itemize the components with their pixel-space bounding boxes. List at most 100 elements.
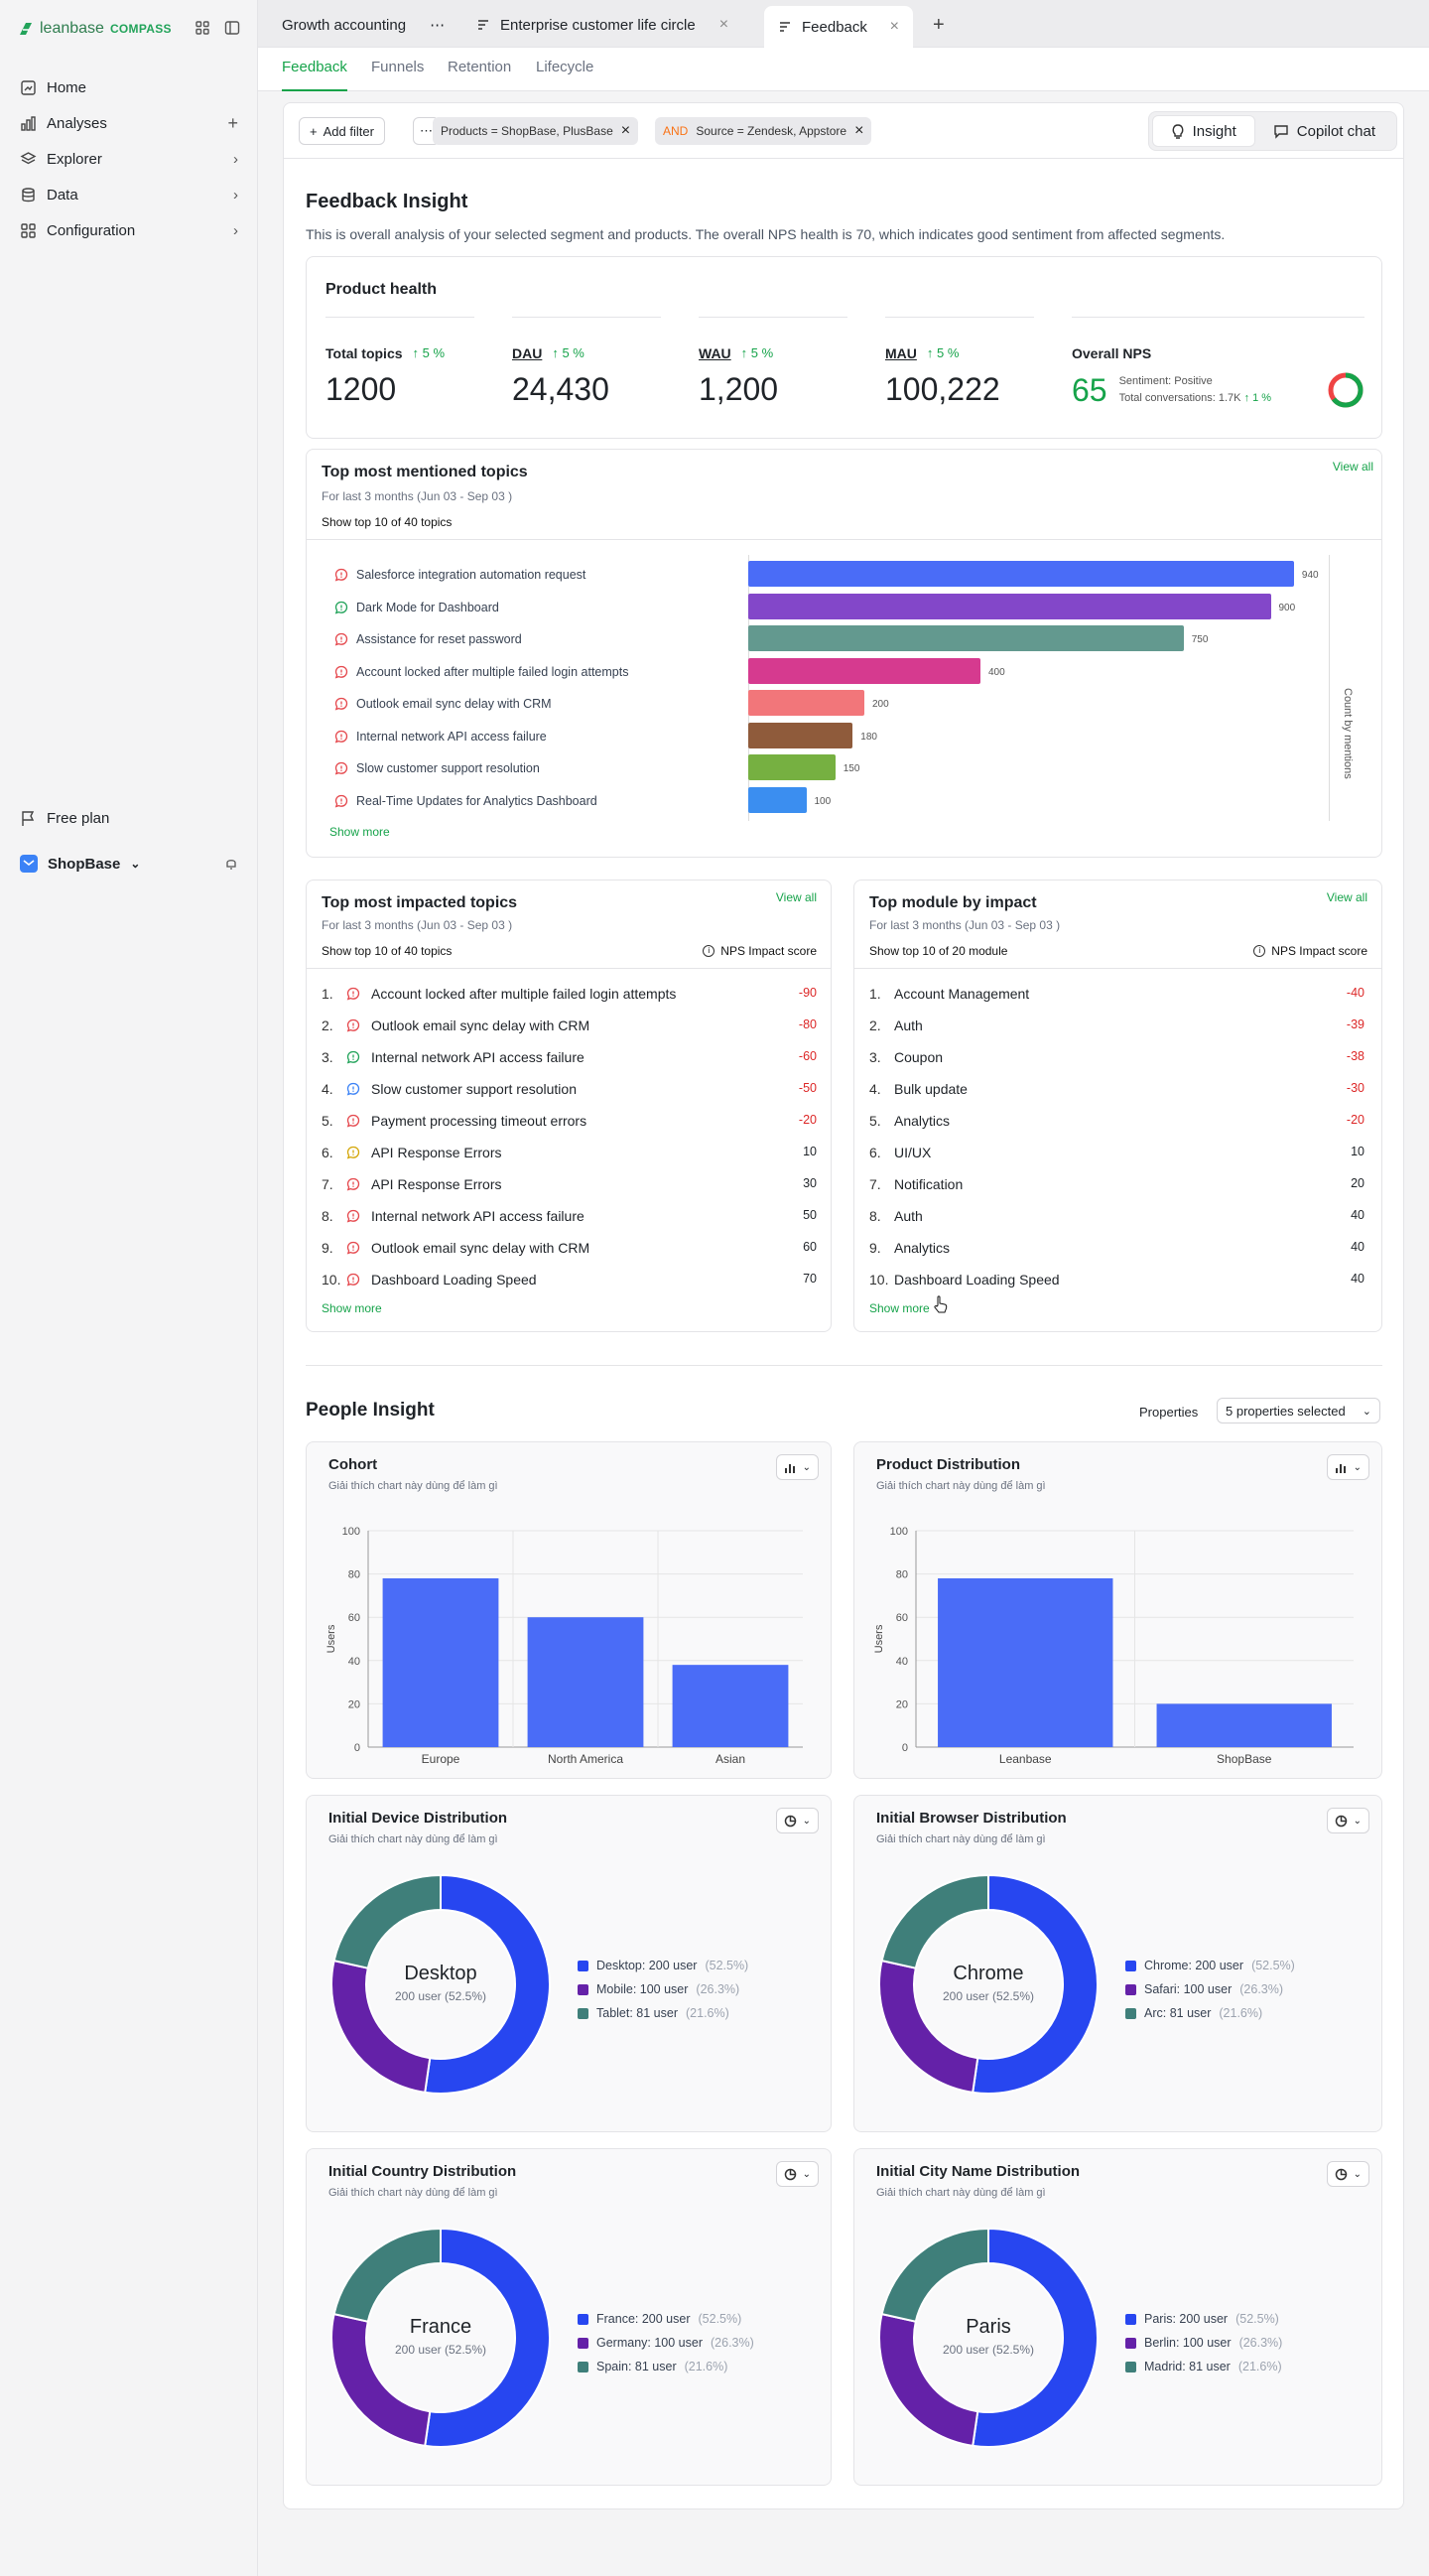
legend-item[interactable]: Mobile: 100 user (26.3%): [578, 1979, 739, 1999]
show-more-link[interactable]: Show more: [869, 1301, 930, 1315]
sidebar-item-home[interactable]: Home: [8, 69, 250, 105]
view-all-link[interactable]: View all: [1326, 890, 1367, 904]
bar[interactable]: [672, 1665, 789, 1747]
sidebar-item-explorer[interactable]: Explorer ›: [8, 141, 250, 177]
sidebar-item-analyses[interactable]: Analyses +: [8, 105, 250, 141]
filter-chip-products[interactable]: Products = ShopBase, PlusBase ×: [433, 117, 639, 145]
mentioned-row[interactable]: Dark Mode for Dashboard 900: [307, 592, 1378, 623]
chart-type-select[interactable]: ⌄: [775, 1454, 819, 1480]
legend-item[interactable]: Chrome: 200 user (52.5%): [1125, 1956, 1295, 1975]
close-icon[interactable]: ×: [718, 16, 729, 33]
show-more-link[interactable]: Show more: [329, 825, 390, 839]
donut-slice[interactable]: [880, 2227, 989, 2323]
show-more-link[interactable]: Show more: [322, 1301, 382, 1315]
mentioned-row[interactable]: Slow customer support resolution 150: [307, 752, 1378, 784]
ranked-row[interactable]: 10. Dashboard Loading Speed 70: [307, 1264, 831, 1295]
legend-item[interactable]: Safari: 100 user (26.3%): [1125, 1979, 1283, 1999]
legend-item[interactable]: Paris: 200 user (52.5%): [1125, 2309, 1279, 2329]
ranked-row[interactable]: 4. Bulk update -30: [854, 1073, 1378, 1105]
donut-slice[interactable]: [332, 1873, 442, 1969]
legend-item[interactable]: Spain: 81 user (21.6%): [578, 2357, 727, 2376]
topic-bar[interactable]: [748, 561, 1294, 587]
ranked-row[interactable]: 7. API Response Errors 30: [307, 1168, 831, 1200]
new-tab-button[interactable]: +: [933, 13, 945, 36]
bar[interactable]: [1156, 1703, 1332, 1747]
close-icon[interactable]: ×: [620, 122, 631, 139]
mentioned-row[interactable]: Real-Time Updates for Analytics Dashboar…: [307, 785, 1378, 817]
more-icon[interactable]: ⋯: [430, 17, 446, 34]
app-logo[interactable]: leanbase COMPASS: [18, 20, 172, 38]
legend-item[interactable]: Desktop: 200 user (52.5%): [578, 1956, 748, 1975]
topic-bar[interactable]: [748, 754, 836, 780]
chart-type-select[interactable]: ⌄: [1326, 1808, 1369, 1833]
free-plan-item[interactable]: Free plan: [8, 800, 250, 836]
add-analysis-icon[interactable]: +: [227, 112, 238, 133]
mentioned-row[interactable]: Assistance for reset password 750: [307, 623, 1378, 655]
legend-item[interactable]: France: 200 user (52.5%): [578, 2309, 741, 2329]
legend-item[interactable]: Arc: 81 user (21.6%): [1125, 2003, 1262, 2023]
tab-feedback[interactable]: Feedback: [282, 48, 347, 91]
topic-bar[interactable]: [748, 722, 853, 748]
ranked-row[interactable]: 6. UI/UX 10: [854, 1137, 1378, 1168]
donut-slice[interactable]: [424, 2227, 552, 2448]
workspace-switcher[interactable]: ShopBase ⌄: [8, 846, 250, 881]
donut-slice[interactable]: [972, 2227, 1100, 2448]
properties-select[interactable]: 5 properties selected ⌄: [1217, 1398, 1380, 1424]
donut-slice[interactable]: [880, 1873, 989, 1969]
insight-toggle[interactable]: Insight: [1151, 115, 1255, 147]
ranked-row[interactable]: 3. Internal network API access failure -60: [307, 1041, 831, 1073]
ranked-row[interactable]: 8. Internal network API access failure 50: [307, 1200, 831, 1232]
ranked-row[interactable]: 2. Outlook email sync delay with CRM -80: [307, 1010, 831, 1041]
topic-bar[interactable]: [748, 657, 980, 684]
mentioned-row[interactable]: Internal network API access failure 180: [307, 721, 1378, 752]
donut-slice[interactable]: [424, 1873, 552, 2095]
ranked-row[interactable]: 6. API Response Errors 10: [307, 1137, 831, 1168]
sidebar-item-data[interactable]: Data ›: [8, 177, 250, 212]
window-tab-enterprise[interactable]: Enterprise customer life circle ×: [462, 8, 742, 42]
chart-type-select[interactable]: ⌄: [1326, 1454, 1369, 1480]
ranked-row[interactable]: 1. Account Management -40: [854, 978, 1378, 1010]
close-icon[interactable]: ×: [889, 18, 899, 35]
mentioned-row[interactable]: Salesforce integration automation reques…: [307, 559, 1378, 591]
ranked-row[interactable]: 5. Payment processing timeout errors -20: [307, 1105, 831, 1137]
legend-item[interactable]: Berlin: 100 user (26.3%): [1125, 2333, 1282, 2353]
legend-item[interactable]: Germany: 100 user (26.3%): [578, 2333, 754, 2353]
tab-funnels[interactable]: Funnels: [371, 59, 425, 75]
apps-grid-icon[interactable]: [195, 20, 210, 36]
mentioned-row[interactable]: Outlook email sync delay with CRM 200: [307, 688, 1378, 720]
topic-bar[interactable]: [748, 786, 807, 813]
filter-chip-source[interactable]: AND Source = Zendesk, Appstore ×: [655, 117, 872, 145]
copilot-chat-toggle[interactable]: Copilot chat: [1255, 115, 1393, 147]
donut-slice[interactable]: [332, 2227, 442, 2323]
sidebar-toggle-icon[interactable]: [224, 20, 240, 36]
bar[interactable]: [382, 1577, 499, 1747]
ranked-row[interactable]: 3. Coupon -38: [854, 1041, 1378, 1073]
view-all-link[interactable]: View all: [775, 890, 817, 904]
ranked-row[interactable]: 9. Analytics 40: [854, 1232, 1378, 1264]
bell-icon[interactable]: [224, 857, 238, 871]
tab-retention[interactable]: Retention: [448, 59, 512, 75]
ranked-row[interactable]: 10. Dashboard Loading Speed 40: [854, 1264, 1378, 1295]
topic-bar[interactable]: [748, 690, 864, 716]
tab-lifecycle[interactable]: Lifecycle: [536, 59, 594, 75]
sidebar-item-configuration[interactable]: Configuration ›: [8, 212, 250, 248]
ranked-row[interactable]: 4. Slow customer support resolution -50: [307, 1073, 831, 1105]
legend-item[interactable]: Madrid: 81 user (21.6%): [1125, 2357, 1282, 2376]
ranked-row[interactable]: 9. Outlook email sync delay with CRM 60: [307, 1232, 831, 1264]
ranked-row[interactable]: 5. Analytics -20: [854, 1105, 1378, 1137]
donut-slice[interactable]: [972, 1873, 1100, 2095]
ranked-row[interactable]: 8. Auth 40: [854, 1200, 1378, 1232]
close-icon[interactable]: ×: [854, 122, 864, 139]
bar[interactable]: [527, 1617, 644, 1747]
chart-type-select[interactable]: ⌄: [775, 1808, 819, 1833]
mentioned-row[interactable]: Account locked after multiple failed log…: [307, 656, 1378, 688]
ranked-row[interactable]: 7. Notification 20: [854, 1168, 1378, 1200]
topic-bar[interactable]: [748, 593, 1271, 619]
chart-type-select[interactable]: ⌄: [1326, 2161, 1369, 2187]
chart-type-select[interactable]: ⌄: [775, 2161, 819, 2187]
bar[interactable]: [938, 1577, 1113, 1747]
window-tab-feedback[interactable]: Feedback ×: [764, 6, 913, 48]
legend-item[interactable]: Tablet: 81 user (21.6%): [578, 2003, 729, 2023]
topic-bar[interactable]: [748, 625, 1184, 651]
window-tab-growth[interactable]: Growth accounting ⋯: [258, 8, 458, 42]
